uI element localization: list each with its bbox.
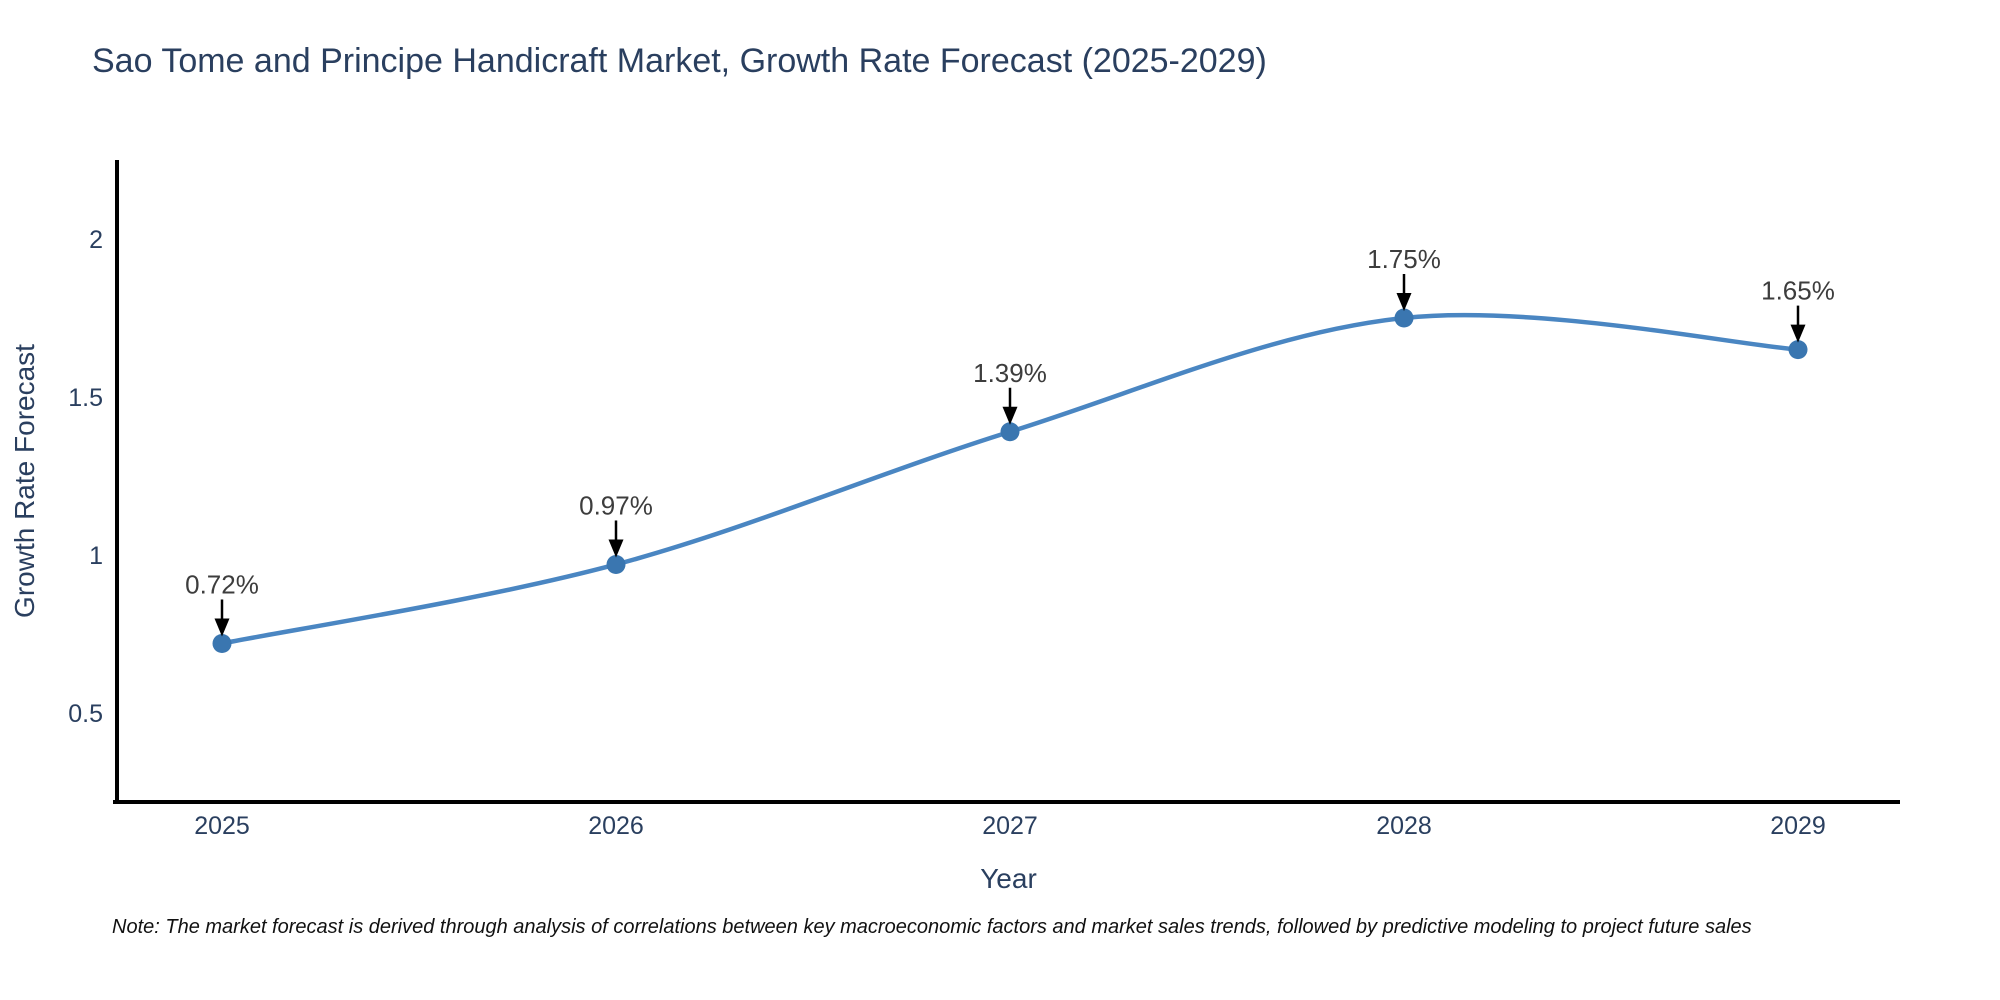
data-point-2028[interactable]	[1394, 308, 1414, 328]
annotation-arrowhead-icon	[214, 618, 230, 637]
data-point-2026[interactable]	[606, 554, 626, 574]
annotation-arrowhead-icon	[608, 539, 624, 558]
y-tick-label: 1	[89, 542, 103, 570]
data-point-2029[interactable]	[1788, 340, 1808, 360]
annotation-label: 0.72%	[185, 569, 259, 599]
y-tick-label: 0.5	[68, 700, 103, 728]
x-tick-label: 2026	[588, 812, 644, 840]
x-tick-label: 2028	[1376, 812, 1432, 840]
annotation-label: 1.75%	[1367, 244, 1441, 274]
x-tick-label: 2027	[982, 812, 1038, 840]
data-point-2027[interactable]	[1000, 422, 1020, 442]
annotation-label: 1.65%	[1761, 276, 1835, 306]
footnote: Note: The market forecast is derived thr…	[112, 916, 1752, 938]
y-tick-label: 2	[89, 226, 103, 254]
annotation-label: 1.39%	[973, 358, 1047, 388]
annotation-arrowhead-icon	[1002, 406, 1018, 425]
annotation-arrowhead-icon	[1790, 324, 1806, 343]
annotation-arrowhead-icon	[1396, 293, 1412, 311]
x-axis-title: Year	[980, 863, 1037, 894]
y-axis-title: Growth Rate Forecast	[9, 344, 40, 618]
chart-title: Sao Tome and Principe Handicraft Market,…	[92, 42, 1267, 80]
x-tick-label: 2025	[194, 812, 250, 840]
data-point-2025[interactable]	[212, 633, 232, 653]
annotation-label: 0.97%	[579, 490, 653, 520]
y-tick-label: 1.5	[68, 384, 103, 412]
x-tick-label: 2029	[1770, 812, 1826, 840]
